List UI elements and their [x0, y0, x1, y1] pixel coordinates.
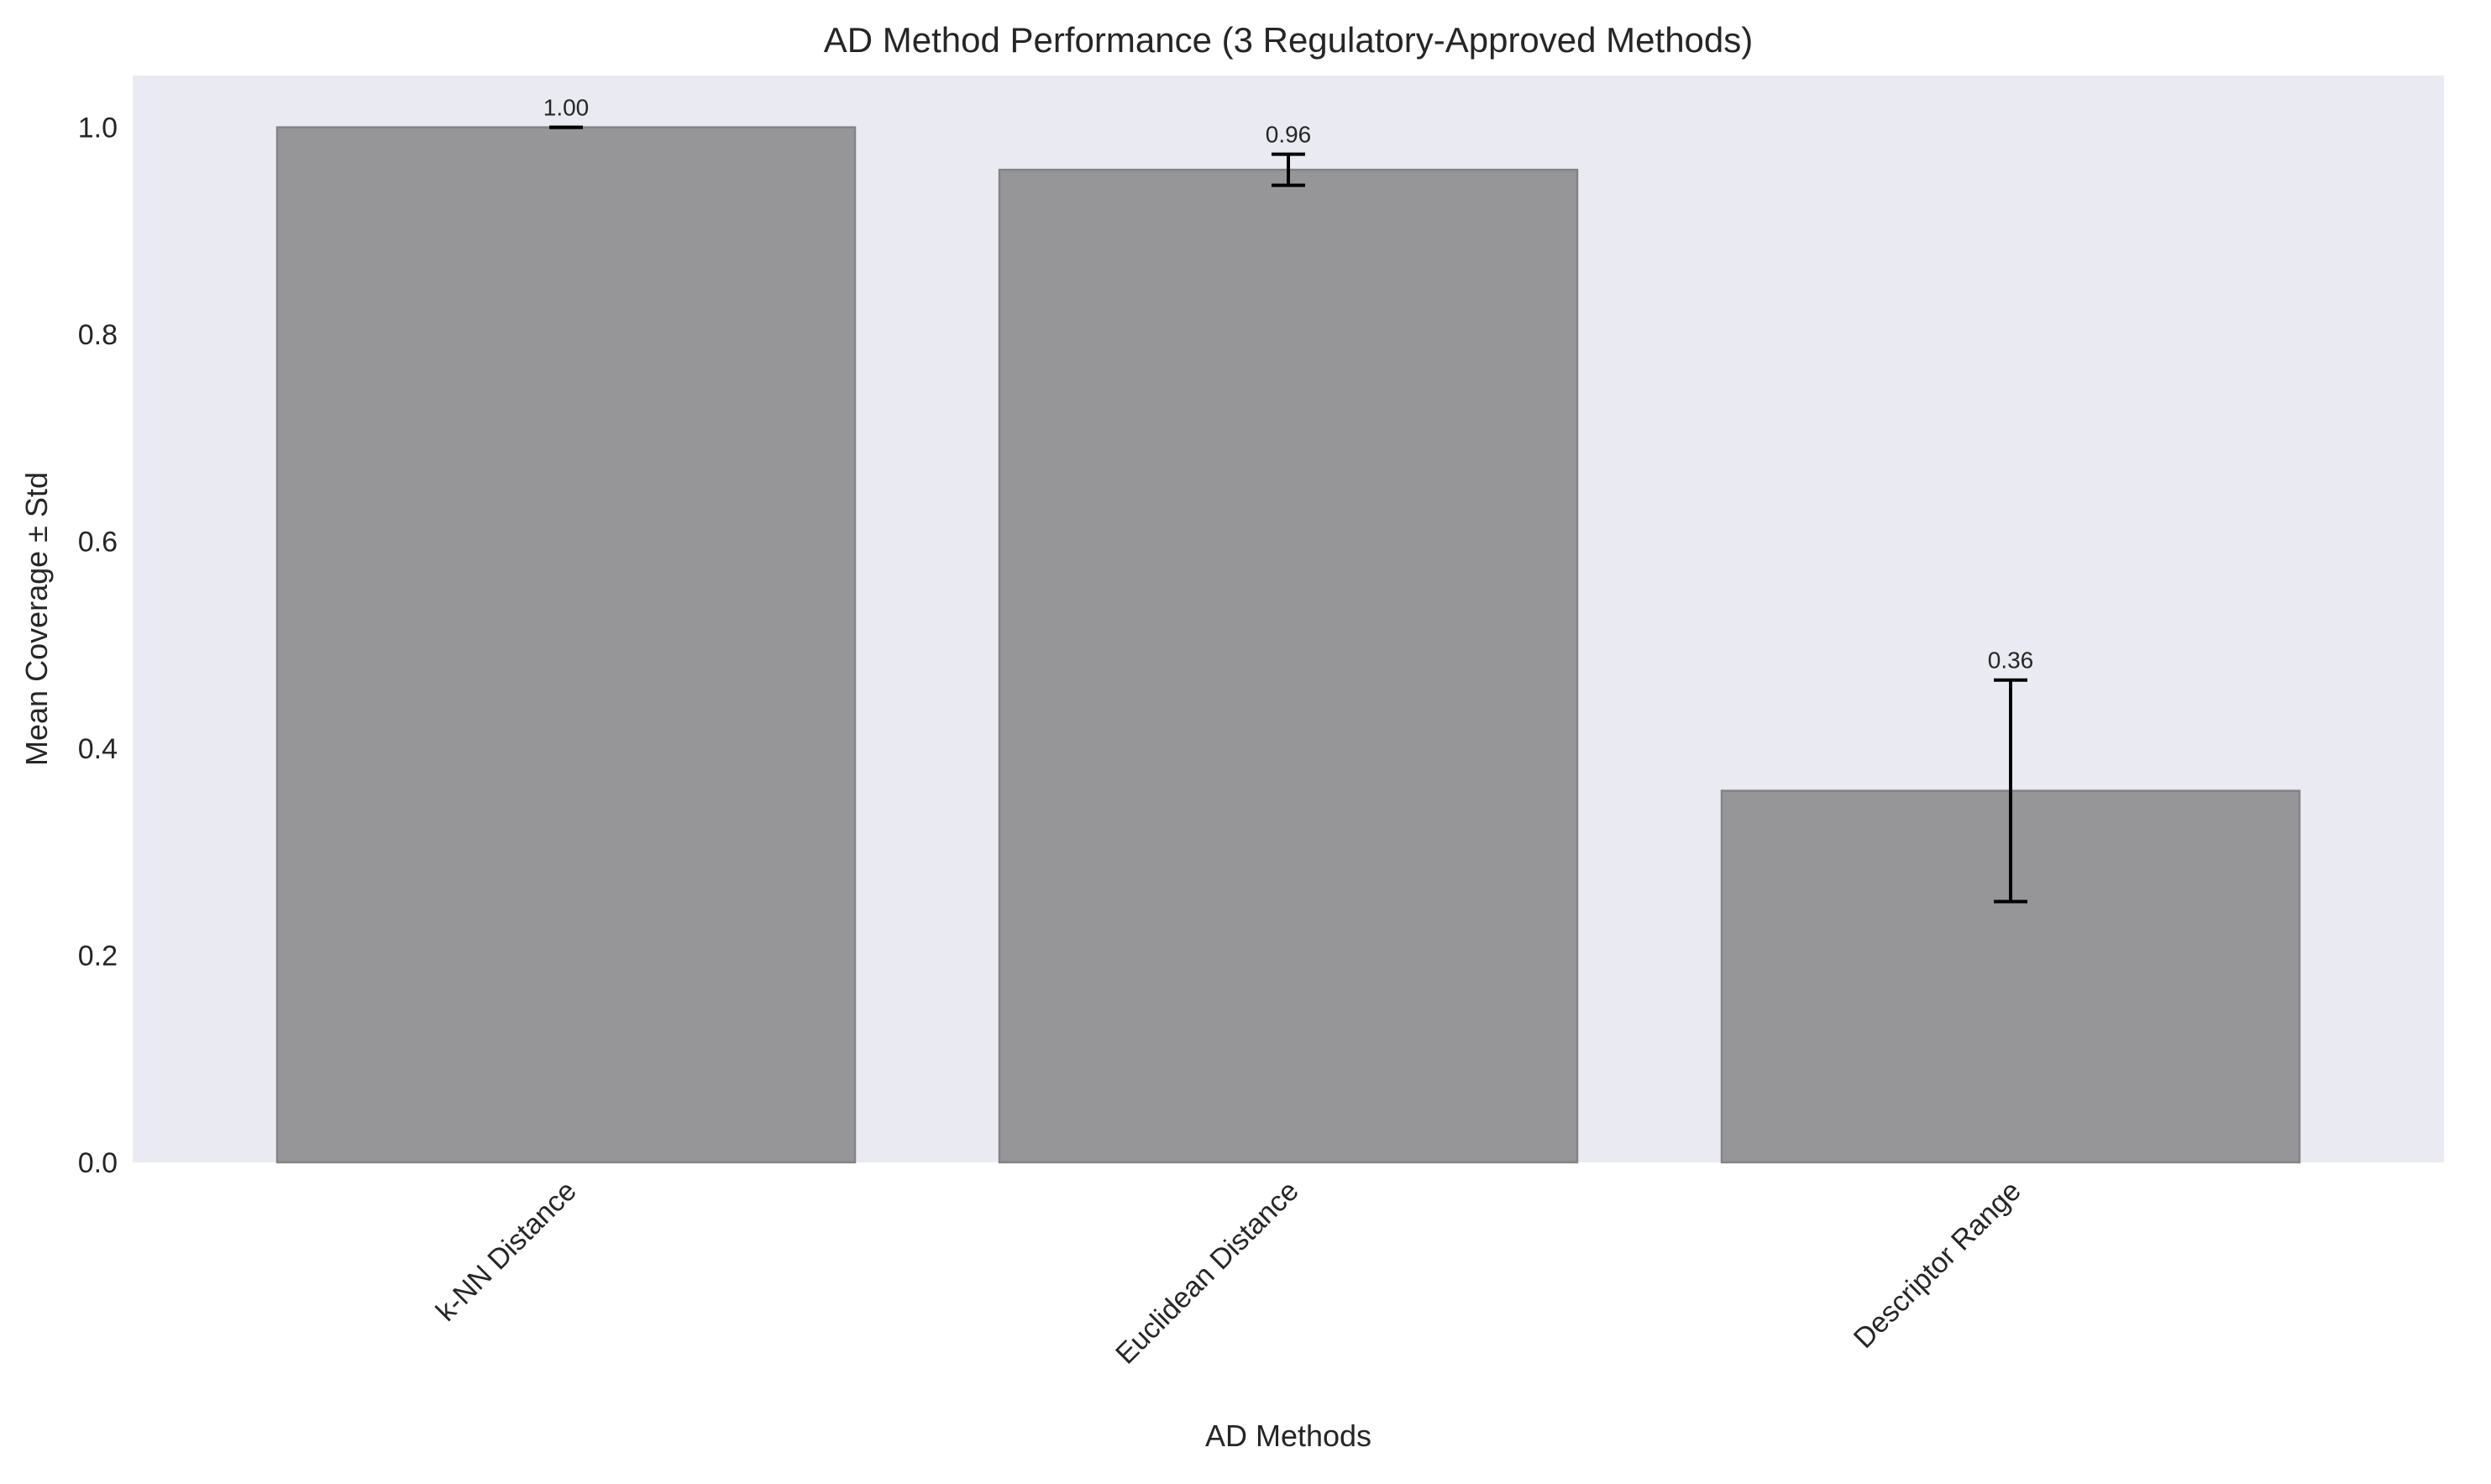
error-bar — [1272, 152, 1305, 187]
y-tick-label: 0.8 — [78, 319, 118, 351]
y-tick-label: 0.4 — [78, 733, 118, 765]
y-tick-label: 0.6 — [78, 527, 118, 558]
x-tick-label: Euclidean Distance — [1109, 1175, 1305, 1371]
error-bar — [1994, 678, 2027, 904]
bars-group — [275, 126, 2301, 1164]
y-axis: 0.0 0.2 0.4 0.6 0.8 1.0 — [78, 113, 118, 1179]
y-tick-label: 1.0 — [78, 113, 118, 144]
bar — [275, 126, 857, 1164]
chart-title: AD Method Performance (3 Regulatory-Appr… — [824, 20, 1754, 60]
y-axis-label: Mean Coverage ± Std — [19, 472, 54, 766]
y-tick-label: 0.0 — [78, 1147, 118, 1179]
bar-value-label: 0.36 — [1988, 648, 2034, 674]
x-tick-label: k-NN Distance — [430, 1175, 583, 1328]
bar-value-label: 1.00 — [543, 95, 590, 121]
x-tick-label: Descriptor Range — [1848, 1175, 2027, 1355]
value-labels-group: 1.00 0.96 0.36 — [543, 95, 2034, 674]
x-axis-label: AD Methods — [1205, 1418, 1371, 1453]
x-axis: k-NN Distance Euclidean Distance Descripto… — [430, 1175, 2027, 1371]
bar-value-label: 0.96 — [1266, 122, 1312, 148]
y-tick-label: 0.2 — [78, 941, 118, 973]
bar — [998, 168, 1579, 1164]
error-bars-group — [549, 125, 2027, 904]
